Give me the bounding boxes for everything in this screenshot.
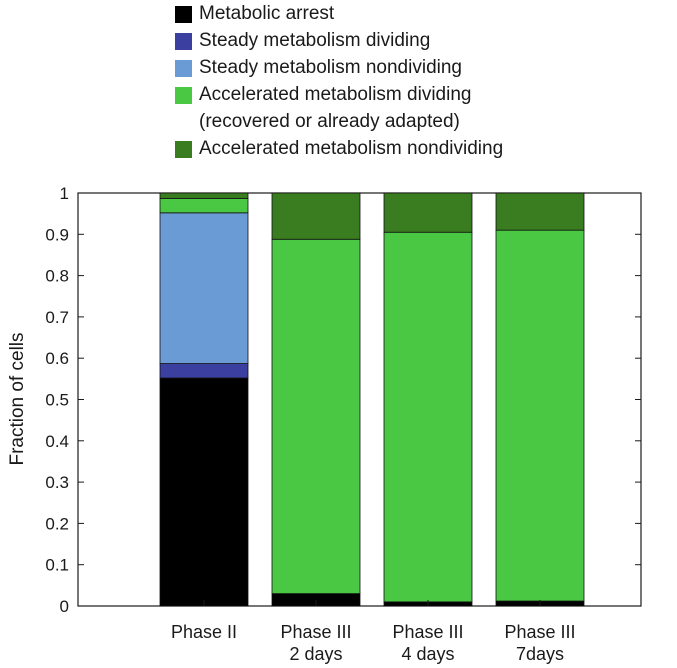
legend-label: Metabolic arrest [199,3,335,24]
y-tick-label: 0.8 [45,267,69,286]
bar-segment [159,197,249,214]
legend-label: Accelerated metabolism nondividing [199,138,504,159]
bar-segment [495,192,585,231]
bar-segment [495,229,585,602]
x-tick-label: Phase III 2 days [280,622,352,664]
bar-segment [383,231,473,603]
y-tick-label: 1 [60,184,69,203]
legend-swatch [175,33,192,50]
bar-segment [271,238,361,595]
bar-segment [159,192,249,199]
legend-swatch [175,87,192,104]
bar-segment [159,212,249,364]
y-tick-label: 0.4 [45,432,69,451]
y-tick-label: 0.9 [45,225,69,244]
legend-swatch [175,141,192,158]
y-tick-label: 0 [60,597,69,616]
bar-segment [159,377,249,607]
legend: Metabolic arrest Steady metabolism divid… [175,0,595,162]
legend-swatch [175,60,192,77]
bar-segment [383,192,473,233]
y-tick-label: 0.5 [45,391,69,410]
x-tick-label: Phase III 7days [504,622,576,664]
x-tick-label: Phase II [170,622,238,642]
y-tick-label: 0.6 [45,349,69,368]
legend-item-accelerated-nondividing: Accelerated metabolism nondividing [175,135,595,162]
legend-label: Steady metabolism dividing [199,30,431,51]
y-tick-label: 0.2 [45,514,69,533]
legend-item-metabolic-arrest: Metabolic arrest [175,0,595,27]
legend-label: Steady metabolism nondividing [199,57,462,78]
bar-segment [159,363,249,379]
legend-item-accelerated-dividing: Accelerated metabolism dividing (recover… [175,81,595,135]
y-tick-label: 0.3 [45,473,69,492]
legend-swatch [175,6,192,23]
bar-segment [271,192,361,240]
y-tick-label: 0.1 [45,556,69,575]
legend-item-steady-nondividing: Steady metabolism nondividing [175,54,595,81]
x-tick-label: Phase III 4 days [392,622,464,664]
legend-item-steady-dividing: Steady metabolism dividing [175,27,595,54]
y-tick-label: 0.7 [45,308,69,327]
legend-label: Accelerated metabolism dividing (recover… [199,84,472,132]
